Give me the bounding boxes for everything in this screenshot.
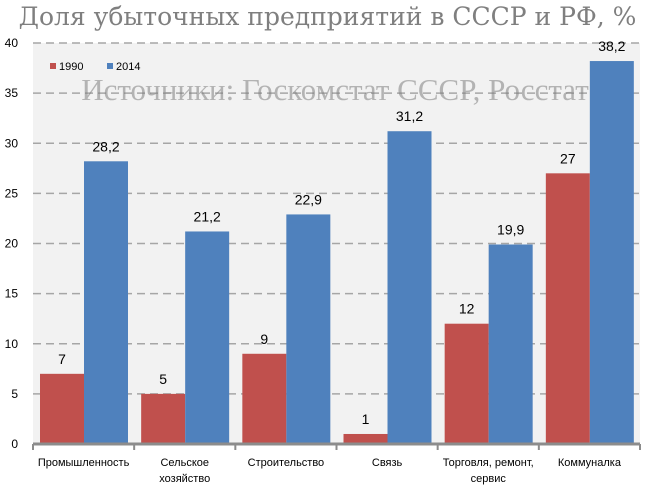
y-tick-label: 10 xyxy=(5,337,19,351)
y-tick-label: 0 xyxy=(11,437,18,451)
y-tick-label: 25 xyxy=(5,186,19,200)
x-category-label: Строительство xyxy=(248,457,325,469)
data-label: 31,2 xyxy=(396,108,423,124)
legend-swatch-1990 xyxy=(50,63,56,69)
source-annotation: Источники: Госкомстат СССР, Росстат xyxy=(81,72,589,107)
data-label: 38,2 xyxy=(598,38,625,54)
bar-1990 xyxy=(343,433,388,444)
x-category-label: Коммуналка xyxy=(558,457,622,469)
data-label: 22,9 xyxy=(295,191,322,207)
bar-2014 xyxy=(185,231,230,444)
bar-1990 xyxy=(242,353,287,444)
y-tick-label: 5 xyxy=(11,387,18,401)
legend-swatch-2014 xyxy=(107,63,113,69)
y-tick-label: 40 xyxy=(5,36,19,50)
x-category-label: Сельское xyxy=(160,457,209,469)
bar-2014 xyxy=(488,244,533,444)
bar-1990 xyxy=(545,173,590,444)
data-label: 12 xyxy=(459,301,475,317)
y-tick-label: 20 xyxy=(5,237,19,251)
x-category-label: Торговля, ремонт, xyxy=(443,457,534,469)
chart-title: Доля убыточных предприятий в СССР и РФ, … xyxy=(18,2,637,31)
y-tick-label: 35 xyxy=(5,86,19,100)
bar-1990 xyxy=(444,323,489,444)
legend-label: 1990 xyxy=(59,61,83,73)
data-label: 1 xyxy=(362,411,370,427)
data-label: 5 xyxy=(159,371,167,387)
x-category-label: хозяйство xyxy=(159,473,210,485)
legend-label: 2014 xyxy=(116,61,140,73)
data-label: 19,9 xyxy=(497,222,524,238)
bar-1990 xyxy=(141,393,186,444)
data-label: 21,2 xyxy=(194,208,221,224)
bar-2014 xyxy=(286,214,331,444)
data-label: 7 xyxy=(58,351,66,367)
data-label: 27 xyxy=(560,150,576,166)
x-category-label: Связь xyxy=(372,457,403,469)
data-label: 9 xyxy=(260,331,268,347)
y-tick-label: 15 xyxy=(5,287,19,301)
data-label: 28,2 xyxy=(92,138,119,154)
x-category-label: сервис xyxy=(471,473,507,485)
y-tick-label: 30 xyxy=(5,136,19,150)
x-category-label: Промышленность xyxy=(38,457,130,469)
bar-1990 xyxy=(40,373,84,444)
bar-2014 xyxy=(387,131,432,444)
bar-2014 xyxy=(84,161,128,445)
bar-2014 xyxy=(589,61,634,445)
